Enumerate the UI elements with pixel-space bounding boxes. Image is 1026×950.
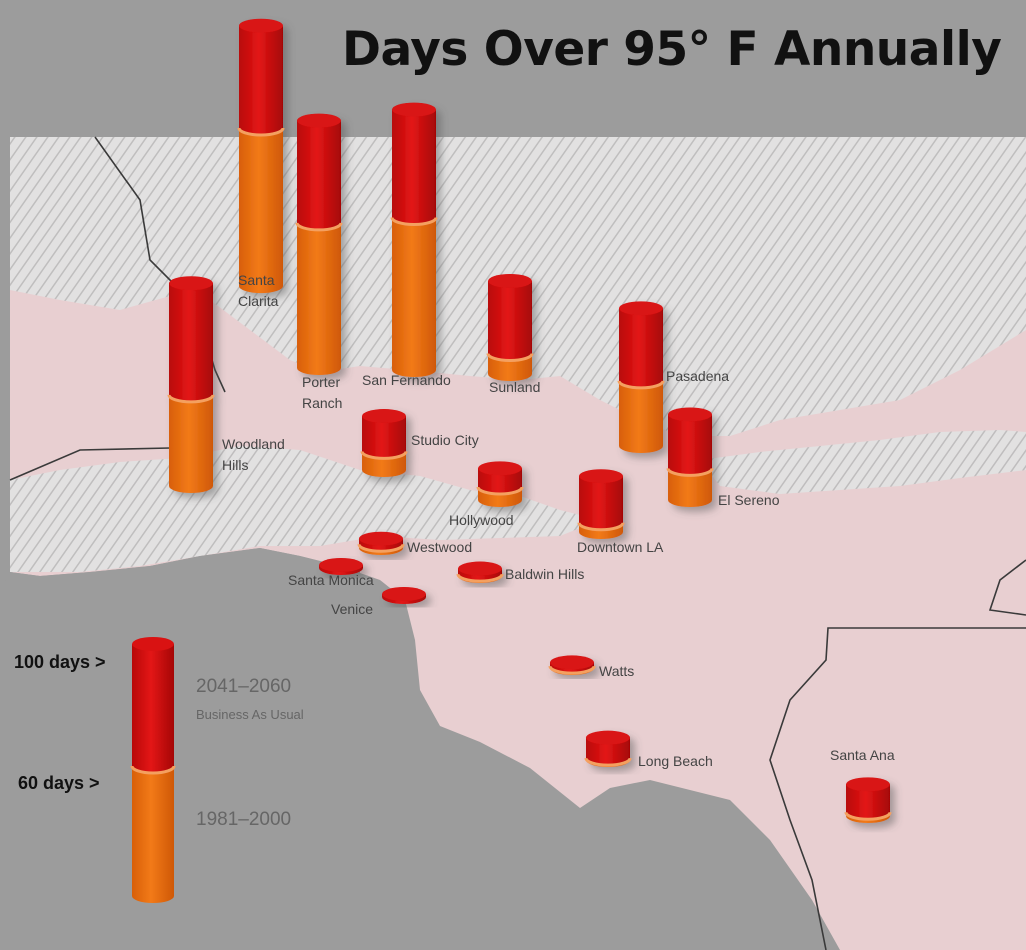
cylinder-santa-clarita-future-segment <box>239 25 283 136</box>
cylinder-long-beach-divider <box>584 757 632 767</box>
cylinder-westwood-top-cap <box>359 531 403 546</box>
legend-marker-60-days: 60 days > <box>18 773 100 793</box>
legend-backdrop <box>0 590 360 950</box>
cylinder-sunland-future-segment <box>488 281 532 361</box>
cylinder-porter-ranch-future-segment <box>297 120 341 230</box>
cylinder-santa-monica <box>319 558 363 575</box>
cylinder-sunland-top-cap <box>488 274 532 288</box>
cylinder-studio-city-divider <box>360 451 408 460</box>
cylinder-watts <box>548 655 596 675</box>
cylinder-pasadena-historic-segment <box>619 380 663 453</box>
cylinder-hollywood <box>476 461 524 507</box>
label-hollywood: Hollywood <box>449 512 514 528</box>
label-santa-ana: Santa Ana <box>830 747 895 763</box>
cylinder-santa-clarita <box>237 18 285 294</box>
cylinder-westwood <box>357 531 405 555</box>
cylinder-porter-ranch-historic-segment <box>297 222 341 375</box>
cylinder-watts-divider <box>548 665 596 675</box>
legend-historic-segment <box>132 766 174 903</box>
label-pasadena: Pasadena <box>666 368 730 384</box>
cylinder-venice <box>382 587 426 604</box>
label-san-fernando: San Fernando <box>362 372 451 388</box>
cylinder-long-beach-top-cap <box>586 730 630 745</box>
label-long-beach: Long Beach <box>638 753 713 769</box>
label-sunland: Sunland <box>489 379 541 395</box>
cylinder-santa-clarita-divider <box>237 127 285 137</box>
label-watts: Watts <box>599 663 635 679</box>
label-venice: Venice <box>331 601 374 617</box>
legend-future-scenario: Business As Usual <box>196 707 304 722</box>
cylinder-pasadena-top-cap <box>619 301 663 316</box>
cylinder-watts-top-cap <box>550 655 594 670</box>
legend-marker-100-days: 100 days > <box>14 652 106 672</box>
cylinder-studio-city-future-segment <box>362 416 406 459</box>
cylinder-woodland-hills-divider <box>167 394 215 404</box>
cylinder-porter-ranch-top-cap <box>297 113 341 128</box>
cylinder-santa-ana-top-cap <box>846 777 890 792</box>
label-el-sereno: El Sereno <box>718 492 780 508</box>
cylinder-studio-city <box>360 409 408 477</box>
cylinder-el-sereno-top-cap <box>668 407 712 422</box>
cylinder-pasadena-future-segment <box>619 308 663 388</box>
cylinder-woodland-hills-future-segment <box>169 283 213 402</box>
cylinder-hollywood-divider <box>476 486 524 496</box>
city-cylinders <box>167 18 892 823</box>
cylinder-santa-ana-future-segment <box>846 784 890 820</box>
cylinder-el-sereno <box>666 407 714 507</box>
cylinder-downtown-la-top-cap <box>579 469 623 484</box>
legend-historic-period: 1981–2000 <box>196 809 292 830</box>
cylinder-baldwin-hills-divider <box>456 573 504 583</box>
map-title: Days Over 95° F Annually <box>342 22 1002 77</box>
label-baldwin-hills: Baldwin Hills <box>505 566 585 582</box>
cylinder-baldwin-hills-top-cap <box>458 561 502 576</box>
cylinder-san-fernando-future-segment <box>392 109 436 225</box>
cylinder-san-fernando-top-cap <box>392 102 436 117</box>
label-studio-city: Studio City <box>411 432 479 448</box>
cylinder-venice-top-cap <box>382 587 426 602</box>
cylinder-san-fernando-historic-segment <box>392 217 436 377</box>
cylinder-porter-ranch-divider <box>295 222 343 232</box>
cylinder-pasadena <box>617 301 665 453</box>
cylinder-downtown-la-divider <box>577 522 625 532</box>
label-santa-clarita: Santa Clarita <box>238 272 279 309</box>
cylinder-santa-clarita-historic-segment <box>239 128 283 294</box>
cylinder-woodland-hills-top-cap <box>169 276 213 291</box>
cylinder-san-fernando-divider <box>390 217 438 226</box>
cylinder-el-sereno-historic-segment <box>668 468 712 507</box>
cylinder-sunland-divider <box>486 353 534 363</box>
legend-top-cap <box>132 637 174 651</box>
cylinder-long-beach-future-segment <box>586 737 630 766</box>
label-downtown-la: Downtown LA <box>577 539 664 555</box>
legend-divider <box>130 765 176 775</box>
cylinder-porter-ranch <box>295 113 343 375</box>
cylinder-hollywood-top-cap <box>478 461 522 476</box>
cylinder-studio-city-top-cap <box>362 409 406 424</box>
cylinder-sunland <box>486 274 534 381</box>
label-westwood: Westwood <box>407 539 473 555</box>
cylinder-santa-ana <box>844 777 892 823</box>
cylinder-woodland-hills <box>167 276 215 493</box>
cylinder-pasadena-divider <box>617 380 665 390</box>
cylinder-el-sereno-divider <box>666 467 714 477</box>
cylinder-san-fernando <box>390 102 438 377</box>
legend-future-segment <box>132 644 174 773</box>
label-woodland-hills: Woodland Hills <box>222 436 285 473</box>
cylinder-woodland-hills-historic-segment <box>169 394 213 493</box>
cylinder-el-sereno-future-segment <box>668 414 712 476</box>
label-porter-ranch: Porter Ranch <box>302 374 343 411</box>
cylinder-baldwin-hills <box>456 561 504 583</box>
cylinder-long-beach <box>584 730 632 767</box>
cylinder-downtown-la-future-segment <box>579 476 623 530</box>
legend-cylinder <box>130 637 176 903</box>
cylinder-santa-clarita-top-cap <box>239 18 283 33</box>
cylinder-hollywood-future-segment <box>478 468 522 494</box>
label-santa-monica: Santa Monica <box>288 572 374 588</box>
cylinder-westwood-divider <box>357 543 405 553</box>
legend-future-period: 2041–2060 <box>196 676 292 697</box>
cylinder-santa-monica-top-cap <box>319 558 363 573</box>
cylinder-downtown-la <box>577 469 625 539</box>
cylinder-santa-ana-divider <box>844 811 892 821</box>
